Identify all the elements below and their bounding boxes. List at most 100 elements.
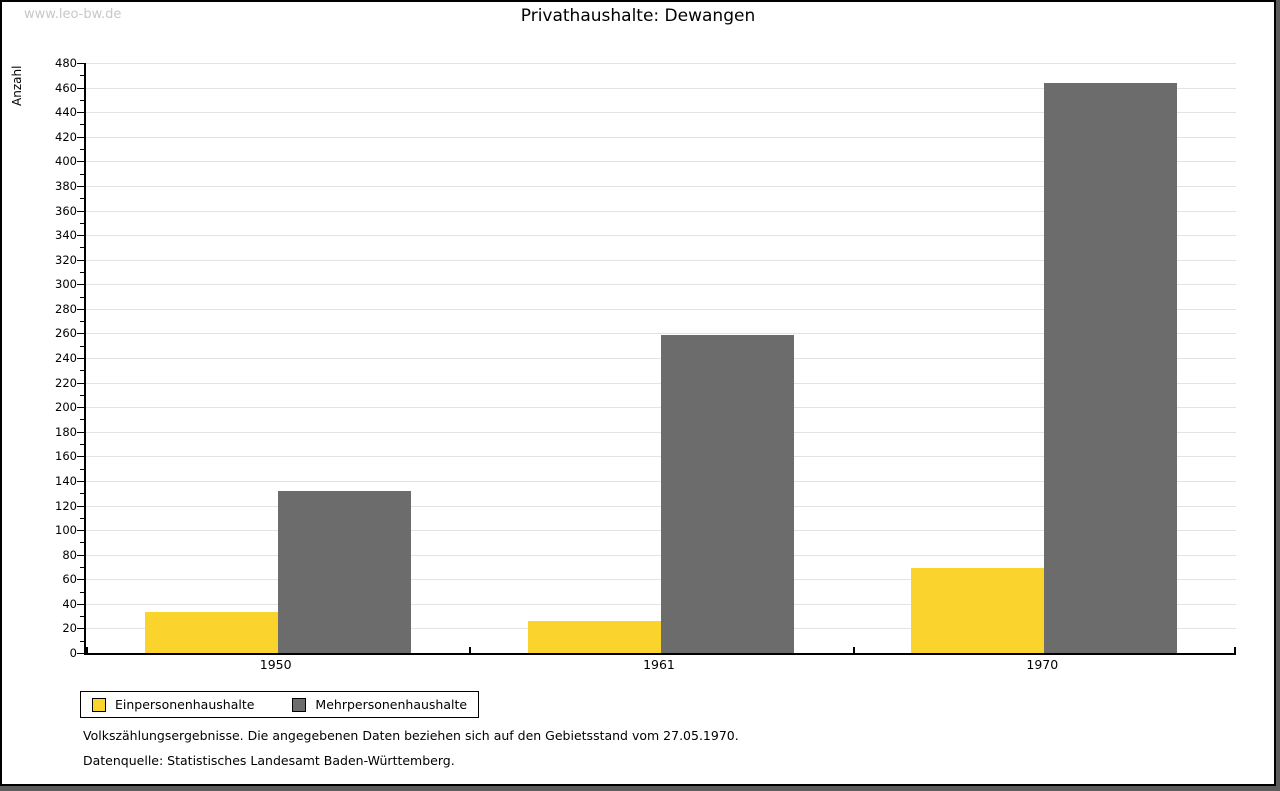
y-major-tick [77,308,84,310]
y-minor-tick [80,296,84,298]
y-tick-label: 220 [55,375,77,390]
y-tick-label: 320 [55,252,77,267]
chart-title: Privathaushalte: Dewangen [520,6,756,26]
y-major-tick [77,382,84,384]
gridline [86,87,1236,89]
legend: Einpersonenhaushalte Mehrpersonenhaushalt… [80,691,480,718]
y-major-tick [77,333,84,335]
y-tick-label: 260 [55,326,77,341]
y-tick-label: 20 [62,621,77,636]
y-minor-tick [80,517,84,519]
y-tick-label: 440 [55,105,77,120]
y-tick-label: 420 [55,129,77,144]
y-minor-tick [80,616,84,618]
gridline [86,308,1236,310]
y-major-tick [77,259,84,261]
x-boundary-tick [852,647,855,653]
legend-label: Einpersonenhaushalte [115,697,255,712]
y-tick-label: 120 [55,498,77,513]
bar-mehrpersonenhaushalte-1961 [660,334,794,653]
y-major-tick [77,653,84,654]
y-major-tick [77,554,84,556]
y-tick-label: 160 [55,449,77,464]
y-minor-tick [80,75,84,77]
y-tick-label: 40 [62,596,77,611]
y-minor-tick [80,271,84,273]
gridline [86,235,1236,237]
watermark: www.leo-bw.de [24,7,122,22]
legend-item: Einpersonenhaushalte [92,697,254,712]
y-tick-label: 180 [55,424,77,439]
y-tick-label: 460 [55,80,77,95]
y-minor-tick [80,493,84,495]
y-major-tick [77,628,84,630]
bar-mehrpersonenhaushalte-1970 [1044,82,1178,653]
y-tick-label: 340 [55,228,77,243]
gridline [86,185,1236,187]
y-minor-tick [80,542,84,544]
y-minor-tick [80,173,84,175]
gridline [86,259,1236,261]
plot-area: 0 20 40 60 80 100 120 140 160 180 200 220 240 260 280 3… [55,56,1236,660]
bar-mehrpersonenhaushalte-1950 [277,490,411,653]
bar-group-1970 [853,63,1236,653]
x-boundary-tick [1234,647,1236,653]
x-tick-label: 1961 [643,657,675,672]
y-minor-tick [80,370,84,372]
x-tick-label: 1970 [1026,657,1059,672]
bar-group-1961 [469,63,852,653]
legend-label: Mehrpersonenhaushalte [315,697,468,712]
y-tick-label: 480 [55,56,77,70]
y-tick-label: 0 [69,646,77,660]
bar-einpersonenhaushalte-1970 [911,568,1045,653]
gridline [86,210,1236,212]
bar-groups [86,63,1236,653]
x-boundary-tick [86,647,88,653]
y-tick-label: 240 [55,351,77,365]
y-tick-label: 400 [55,154,77,169]
y-minor-tick [80,444,84,446]
y-tick-label: 300 [55,277,77,292]
gridline [86,333,1236,335]
y-major-tick [77,284,84,286]
y-major-tick [77,358,84,359]
footnote-line-2: Datenquelle: Statistisches Landesamt Bad… [83,753,455,768]
y-major-tick [77,407,84,409]
y-major-tick [77,112,84,114]
y-major-tick [77,603,84,605]
y-major-tick [77,431,84,433]
gridline [86,161,1236,163]
y-tick-label: 80 [62,547,77,562]
gridline [86,112,1236,114]
y-axis-title: Anzahl [10,65,24,106]
y-minor-tick [80,247,84,249]
y-major-tick [77,210,84,212]
legend-swatch [292,697,307,712]
legend-item: Mehrpersonenhaushalte [292,697,467,712]
y-major-tick [77,87,84,89]
y-major-tick [77,480,84,482]
y-major-tick [77,530,84,532]
x-tick-label: 1950 [259,657,292,672]
y-major-tick [77,235,84,237]
bar-einpersonenhaushalte-1961 [527,621,661,653]
y-minor-tick [80,99,84,101]
y-minor-tick [80,321,84,323]
y-tick-label: 140 [55,473,77,488]
y-tick-label: 380 [55,178,77,193]
y-major-tick [77,63,84,64]
y-minor-tick [80,640,84,642]
y-tick-label: 100 [55,523,77,538]
bar-group-1950 [86,63,469,653]
y-tick-label: 200 [55,400,77,415]
y-minor-tick [80,419,84,421]
y-major-tick [77,505,84,507]
gridline [86,136,1236,138]
y-major-tick [77,579,84,581]
gridline [86,284,1236,286]
x-boundary-tick [469,647,472,653]
y-minor-tick [80,345,84,347]
y-minor-tick [80,591,84,593]
x-axis-labels: 1950 1961 1970 [84,657,1234,672]
